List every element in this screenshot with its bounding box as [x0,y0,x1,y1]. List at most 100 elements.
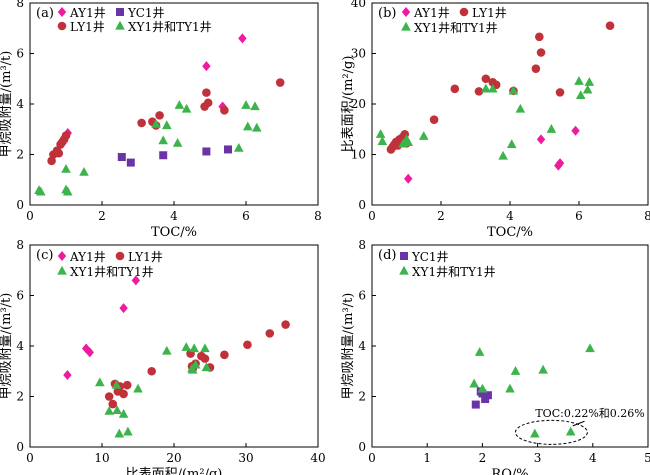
data-point [63,370,72,381]
legend-label: YC1井 [411,250,449,264]
data-point [190,359,201,369]
data-point [469,378,479,388]
data-point [220,106,229,115]
x-tick-label: 4 [170,209,178,223]
data-point [250,101,260,111]
data-point [536,134,546,145]
data-point [133,383,143,393]
data-point [555,88,565,97]
x-tick-label: 1 [423,451,431,465]
data-point [574,76,584,85]
legend-label: LY1井 [472,6,507,20]
legend-marker [115,251,125,261]
data-point [510,366,521,375]
data-point [474,87,484,96]
x-tick-label: 30 [238,451,253,465]
data-point [201,362,212,372]
data-point [265,329,275,338]
x-tick-label: 6 [242,209,250,223]
y-tick-label: 30 [351,47,366,61]
data-point [202,61,211,72]
data-point [571,125,580,136]
legend-label: XY1井和TY1井 [414,21,498,35]
data-point [158,135,168,145]
data-point [174,100,185,109]
x-tick-label: 2 [479,451,487,465]
data-point [487,83,498,93]
y-tick-label: 0 [16,198,24,212]
data-point [243,340,252,350]
x-tick-label: 2 [437,209,445,223]
data-point [123,426,133,436]
y-tick-label: 4 [358,339,366,353]
legend-label: XY1井和TY1井 [70,265,154,279]
data-point [531,64,541,73]
y-tick-label: 2 [358,390,366,404]
data-point [181,342,192,351]
panel-a: 0 2 4 6 8 0 2 4 6 8 TOC/% 甲烷吸附量/(m³/t) (a) AY1井 YC1井 LY… [0,0,322,240]
y-tick-label: 6 [358,289,366,303]
x-tick-label: 4 [589,451,597,465]
data-point [546,124,557,133]
x-tick-label: 40 [310,451,325,465]
x-axis-label: RO/% [491,467,528,475]
y-tick-label: 6 [16,289,24,303]
data-point [131,275,141,286]
x-tick-label: 0 [368,451,376,465]
y-tick-label: 40 [351,0,366,10]
legend-marker [115,20,125,30]
data-point [119,389,128,399]
data-point [181,103,192,113]
panel-d: 0 1 2 3 4 5 0 2 4 6 8 RO/% 甲烷吸附量/(m³/t) (d) YC1井XY1井和T… [341,238,650,475]
legend-marker [400,252,408,260]
x-tick-label: 5 [644,451,650,465]
y-axis-label: 甲烷吸附量/(m³/t) [0,51,14,158]
y-tick-label: 4 [16,97,24,111]
data-point [187,364,198,374]
data-point [506,139,517,148]
panel-label: (c) [36,248,53,263]
data-point [137,118,146,128]
data-point [189,343,199,353]
data-point [202,88,211,97]
panel-label: (d) [378,248,396,263]
data-point [119,303,128,314]
data-point [147,366,156,376]
y-tick-label: 0 [358,198,366,212]
data-point [483,391,492,400]
data-point [202,147,211,156]
y-tick-label: 2 [16,390,24,404]
data-point [478,389,487,398]
data-point [377,136,388,145]
data-point [238,33,247,44]
data-point [151,119,161,128]
data-point [162,345,172,355]
legend-marker [401,7,411,17]
data-point [535,32,544,42]
x-axis-label: 比表面积/(m²/g) [126,467,223,475]
data-point [126,158,135,167]
legend-label: AY1井 [69,250,106,264]
legend-label: XY1井和TY1井 [412,265,496,279]
data-point [429,115,439,124]
data-point [112,405,122,414]
y-tick-label: 0 [16,440,24,454]
data-point [234,142,244,152]
annotation-ellipse [514,419,588,445]
panel-label: (b) [378,6,396,21]
data-point [498,150,508,160]
data-point [582,84,593,94]
data-point [79,166,89,176]
data-point [281,320,290,329]
x-tick-label: 20 [166,451,181,465]
data-point [203,98,213,108]
y-tick-label: 6 [16,47,24,61]
x-tick-label: 8 [644,209,650,223]
data-point [122,380,132,390]
data-point [252,122,262,132]
data-point [54,148,64,158]
x-tick-label: 0 [26,451,34,465]
y-tick-label: 10 [351,148,366,162]
x-axis-label: TOC/% [487,225,533,240]
data-point [538,364,548,374]
